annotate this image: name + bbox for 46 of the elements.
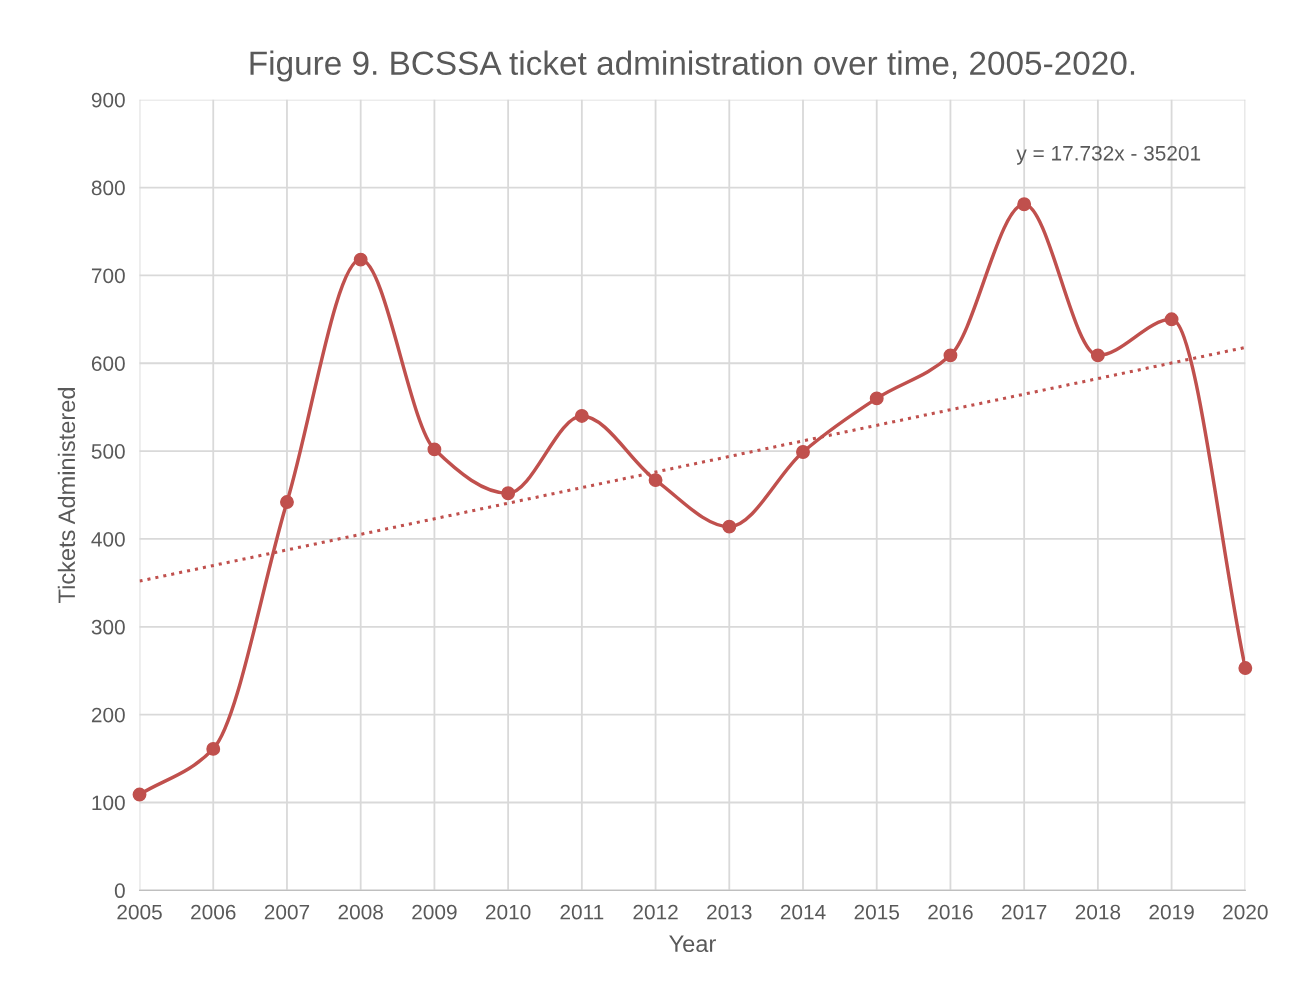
point [1238, 661, 1253, 676]
point [353, 252, 368, 267]
point [280, 495, 294, 509]
point [648, 473, 663, 488]
y-tick-label: 900 [91, 92, 125, 108]
point [132, 787, 147, 802]
point [722, 519, 737, 534]
y-tick-label: 100 [92, 795, 125, 811]
x-tick-label: 2006 [191, 904, 236, 920]
y-tick-label: 600 [91, 356, 125, 371]
y-tick-label: 700 [91, 268, 125, 284]
x-tick-label: 2007 [264, 904, 310, 920]
x-tick-label: 2018 [1075, 904, 1121, 920]
x-tick-label: 2016 [928, 904, 973, 920]
x-tick-label: 2005 [117, 904, 162, 920]
point [1017, 197, 1032, 212]
annotation: y = 17.732x - 35201 [1016, 145, 1201, 165]
x-tick-label: 2020 [1223, 904, 1268, 920]
point [796, 445, 810, 459]
y-tick-label: 400 [91, 531, 125, 547]
x-tick-label: 2015 [854, 904, 900, 920]
point [206, 741, 221, 756]
point [1090, 348, 1105, 363]
x-tick-label: 2019 [1149, 904, 1194, 920]
x-tick-label: 2009 [412, 904, 457, 920]
point [574, 409, 589, 423]
x-tick-label: 2008 [338, 904, 383, 920]
point [869, 391, 884, 406]
point [501, 486, 516, 501]
y-tick-label: 800 [91, 180, 125, 196]
x-tick-label: 2013 [707, 904, 752, 920]
y-tick-label: 0 [114, 883, 125, 899]
point [1164, 312, 1179, 327]
point [943, 348, 958, 363]
y-tick-label: 500 [91, 444, 125, 459]
point [427, 442, 442, 457]
x-tick-label: 2014 [780, 904, 826, 920]
y-axis-title: Tickets Administered [57, 388, 76, 603]
x-tick-label: 2011 [560, 904, 604, 920]
y-tick-label: 300 [91, 619, 125, 635]
x-tick-label: 2012 [633, 904, 678, 920]
x-tick-label: 2010 [486, 904, 531, 920]
x-tick-label: 2017 [1002, 904, 1047, 920]
x-axis-title: Year [669, 935, 716, 953]
y-tick-label: 200 [91, 707, 125, 723]
chart-title: Figure 9. BCSSA ticket administration over time, 2005-2020. [250, 50, 1135, 82]
